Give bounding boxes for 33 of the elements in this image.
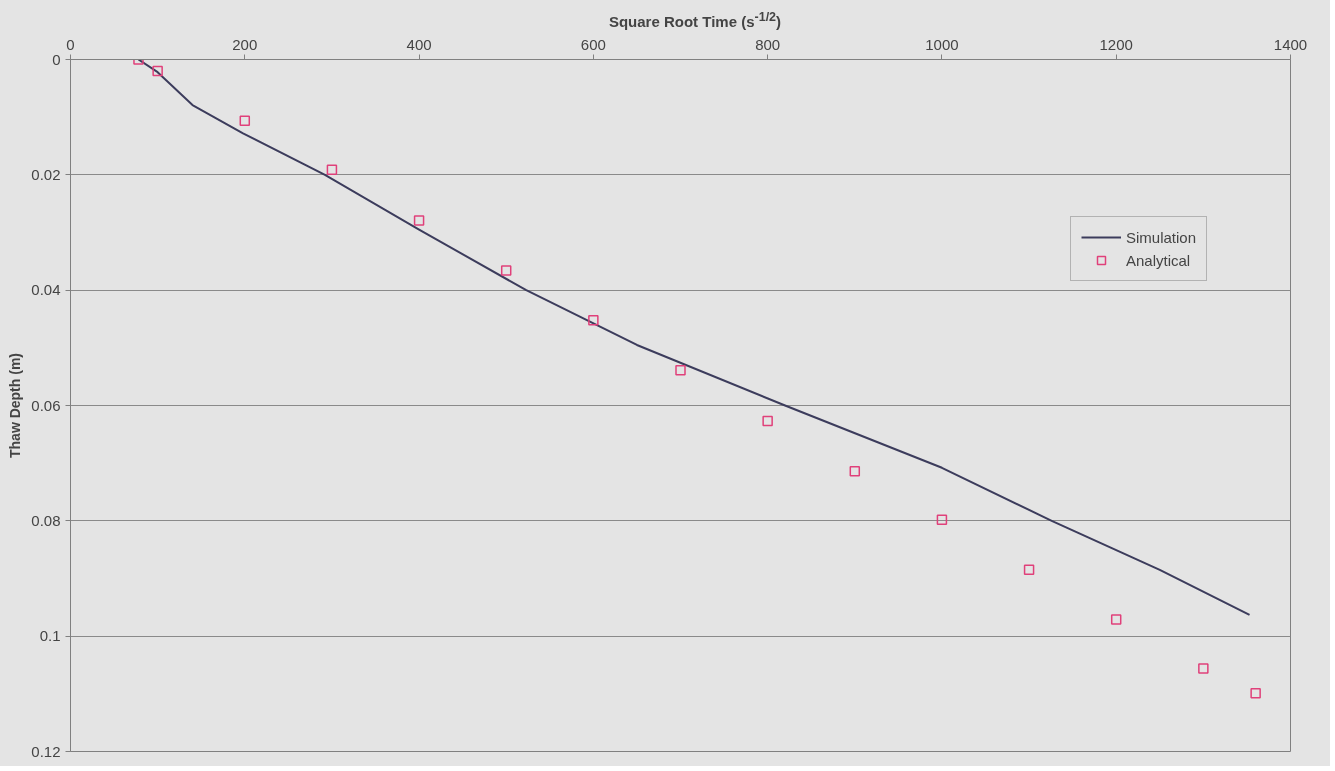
legend-label: Simulation <box>1126 228 1197 246</box>
point <box>239 115 251 126</box>
point <box>1198 663 1209 674</box>
y-axis-title: Thaw Depth (m) <box>7 353 24 458</box>
x-tick-label: 600 <box>580 35 606 53</box>
point <box>500 265 512 276</box>
point <box>762 415 773 427</box>
point <box>1110 614 1122 625</box>
x-tick-label: 1400 <box>1273 35 1308 53</box>
x-axis-title: Square Root Time (s$^{-1/2}$) <box>608 9 782 32</box>
point <box>413 215 425 226</box>
point <box>936 514 948 525</box>
x-tick-label: 200 <box>232 35 258 53</box>
point <box>152 65 163 77</box>
x-tick-label: 400 <box>406 35 432 53</box>
x-tick-label: 0 <box>66 35 75 53</box>
y-tick-label: 0.02 <box>31 165 61 183</box>
y-tick-label: 0.12 <box>31 742 61 760</box>
x-tick-label: 1200 <box>1099 35 1133 53</box>
legend-label: Analytical <box>1126 251 1191 269</box>
y-tick-label: 0 <box>52 50 61 68</box>
point <box>1250 688 1261 699</box>
x-tick-label: 800 <box>755 35 781 53</box>
x-tick-label: 1000 <box>925 35 959 53</box>
point <box>588 314 599 326</box>
y-tick-label: 0.1 <box>39 627 61 645</box>
point <box>326 164 338 175</box>
y-tick-label: 0.06 <box>31 396 61 414</box>
point <box>1023 564 1035 576</box>
point <box>849 465 861 477</box>
point <box>675 365 686 376</box>
y-tick-label: 0.04 <box>31 281 61 299</box>
y-tick-label: 0.08 <box>31 511 61 529</box>
